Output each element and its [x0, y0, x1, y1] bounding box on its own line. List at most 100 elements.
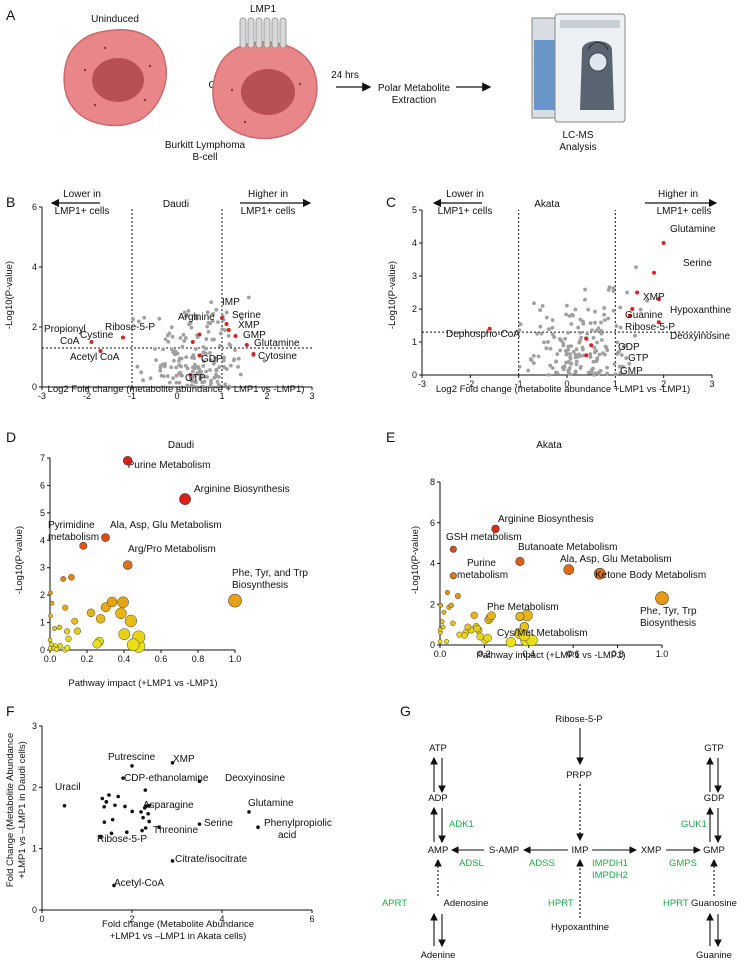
- labeled-pathway-point: [122, 455, 133, 466]
- metabolite-point: [569, 344, 573, 349]
- label-gtp: GTP: [628, 353, 649, 364]
- labeled-pathway-point: [515, 611, 525, 622]
- metabolite-hypoxanthine: Hypoxanthine: [551, 922, 609, 933]
- panel-c-annotations: Glutamine Serine XMP Hypoxanthine Guanin…: [446, 224, 732, 377]
- metabolite-point: [215, 379, 220, 384]
- y-tick-label: 1: [40, 618, 45, 628]
- metabolite-point: [211, 311, 216, 316]
- metabolite-point: [562, 365, 567, 369]
- label-pyrimidine-2: metabolism: [48, 532, 99, 543]
- metabolite-point: [191, 353, 196, 357]
- metabolite-point: [645, 298, 650, 303]
- label-gdp: GDP: [201, 354, 223, 365]
- metabolite-point: [143, 826, 148, 830]
- y-tick-label: 1: [32, 844, 37, 854]
- metabolite-point: [116, 794, 120, 799]
- pathway-point: [92, 639, 102, 649]
- pathway-point: [71, 617, 79, 625]
- pathway-point: [487, 611, 496, 621]
- metabolite-point: [185, 383, 190, 388]
- metabolite-point: [529, 358, 534, 363]
- metabolite-point: [169, 325, 174, 330]
- enzyme-aprt: APRT: [382, 898, 407, 909]
- metabolite-point: [638, 307, 643, 312]
- metabolite-point: [183, 363, 188, 368]
- labeled-pathway-point: [519, 622, 529, 632]
- metabolite-point: [201, 384, 206, 389]
- metabolite-point: [189, 325, 194, 330]
- lcms-label-2: Analysis: [559, 142, 596, 153]
- metabolite-point: [163, 337, 168, 342]
- label-ribose5p: Ribose-5-P: [105, 322, 155, 333]
- pathway-point: [454, 593, 461, 600]
- metabolite-point: [544, 346, 549, 351]
- pathway-point: [49, 600, 55, 606]
- metabolite-point: [577, 352, 581, 357]
- pathway-point: [470, 611, 478, 619]
- metabolite-point: [599, 331, 604, 336]
- y-tick-label: 4: [40, 535, 45, 545]
- pathway-point: [95, 614, 106, 624]
- label-phenylpropiolic: Phenylpropiolic: [264, 818, 332, 829]
- metabolite-point: [542, 340, 546, 345]
- x-tick-label: 1: [613, 379, 618, 389]
- pathway-point: [56, 624, 63, 631]
- metabolite-point: [538, 324, 543, 329]
- metabolite-point: [184, 355, 189, 360]
- label-purine-2: metabolism: [457, 570, 508, 581]
- pathway-point: [57, 643, 64, 649]
- x-tick-label: 0.0: [434, 649, 447, 659]
- x-tick-label: 0: [174, 391, 179, 401]
- metabolite-point: [206, 329, 211, 334]
- panel-letter-f: F: [6, 703, 15, 719]
- metabolite-point: [123, 804, 127, 809]
- label-xmp: XMP: [643, 292, 665, 303]
- x-tick-label: 1.0: [229, 654, 242, 664]
- highlighted-point: [584, 353, 589, 358]
- y-tick-label: 2: [430, 599, 435, 609]
- metabolite-point: [208, 351, 212, 355]
- metabolite-point: [102, 805, 106, 809]
- metabolite-point: [169, 347, 174, 352]
- metabolite-point: [603, 318, 607, 323]
- metabolite-point: [141, 378, 145, 383]
- metabolite-adp: ADP: [428, 793, 448, 804]
- metabolite-point: [172, 358, 176, 363]
- metabolite-point: [593, 320, 597, 325]
- metabolite-point: [558, 348, 563, 353]
- metabolite-point: [586, 370, 591, 375]
- uninduced-label: Uninduced: [91, 14, 139, 25]
- metabolite-point: [208, 383, 213, 388]
- label-ala-asp-glu: Ala, Asp, Glu Metabolism: [110, 520, 222, 531]
- metabolite-point: [563, 348, 568, 353]
- metabolite-point: [154, 358, 159, 363]
- metabolite-point: [170, 334, 175, 339]
- metabolite-point: [586, 307, 591, 312]
- highlighted-point: [661, 241, 666, 245]
- metabolite-point: [563, 336, 568, 341]
- highlighted-point: [584, 336, 589, 341]
- metabolite-point: [571, 349, 576, 354]
- metabolite-point: [566, 344, 571, 349]
- lmp1-cell-icon: [212, 17, 318, 140]
- pathway-point: [126, 638, 140, 652]
- panel-g-purine-pathway: G Ribose-5-P PRPP ATP ADP AMP S-AMP IMP …: [382, 703, 737, 960]
- pathway-point: [63, 628, 71, 635]
- metabolite-point: [517, 328, 522, 333]
- panel-f-xlabel-2: +LMP1 vs –LMP1 in Akata cells): [110, 931, 247, 942]
- metabolite-point: [183, 336, 188, 340]
- metabolite-xmp: XMP: [641, 845, 662, 856]
- highlighted-point: [98, 349, 103, 353]
- metabolite-point: [573, 369, 578, 374]
- metabolite-point: [569, 322, 574, 326]
- panel-c-volcano-akata: C Akata Lower in LMP1+ cells Higher in L…: [386, 189, 732, 395]
- pathway-point: [476, 632, 485, 641]
- metabolite-point: [605, 371, 610, 376]
- highlighted-point: [589, 343, 594, 348]
- metabolite-point: [214, 368, 219, 373]
- metabolite-point: [593, 371, 597, 376]
- metabolite-point: [185, 366, 190, 371]
- highlighted-point: [487, 326, 492, 331]
- x-tick-label: -1: [128, 391, 136, 401]
